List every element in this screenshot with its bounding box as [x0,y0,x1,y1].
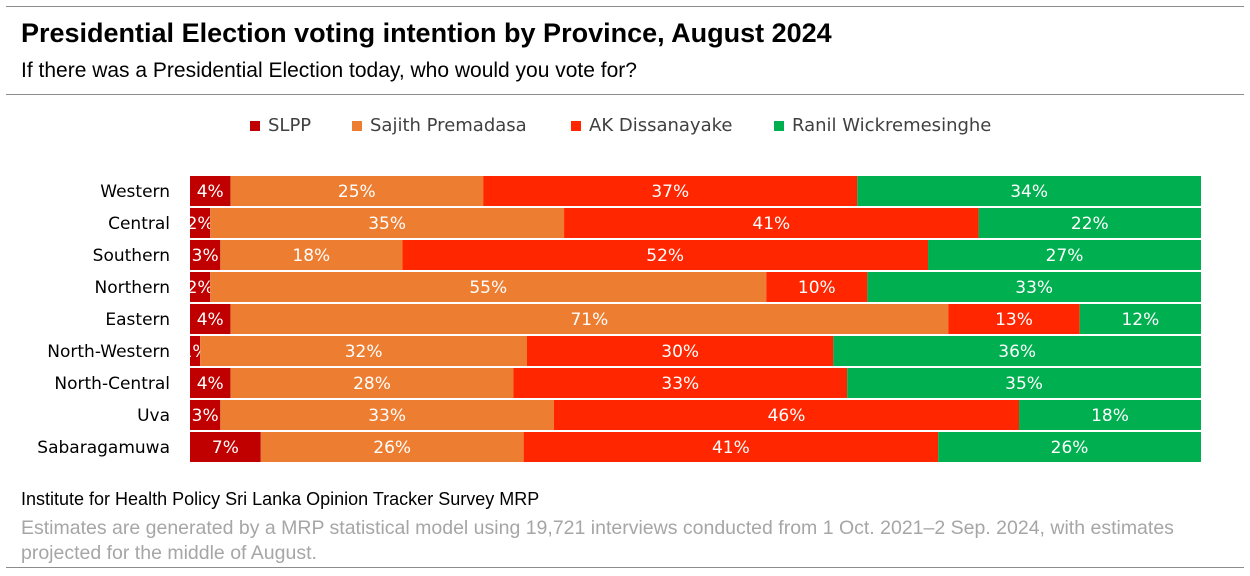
stacked-bar-chart: SLPP Sajith Premadasa AK Dissanayake Ranil … [37,115,1201,462]
data-label-north-central-ak-dissanayake: 33% [661,374,699,394]
bar-north-central-sajith-premadasa [230,368,514,398]
legend-label-ranil-wickremesinghe: Ranil Wickremesinghe [792,115,991,136]
header-rule [6,94,1244,95]
category-label-northern: Northern [95,278,170,298]
bar-north-western-slpp [190,336,201,366]
category-label-western: Western [100,182,170,202]
data-label-central-ak-dissanayake: 41% [752,214,790,234]
bar-western-ranil-wickremesinghe [857,176,1201,206]
bar-central-ranil-wickremesinghe [978,208,1201,238]
bar-western-sajith-premadasa [230,176,484,206]
data-label-north-western-sajith-premadasa: 32% [345,342,383,362]
bar-eastern-ak-dissanayake [948,304,1080,334]
data-label-sabaragamuwa-sajith-premadasa: 26% [373,438,411,458]
data-label-western-ranil-wickremesinghe: 34% [1010,182,1048,202]
bar-north-central-slpp [190,368,231,398]
bar-sabaragamuwa-slpp [190,432,261,462]
data-label-southern-sajith-premadasa: 18% [292,246,330,266]
bar-north-western-sajith-premadasa [200,336,527,366]
bar-north-western-ak-dissanayake [527,336,834,366]
category-label-eastern: Eastern [105,310,170,330]
legend-swatch-sajith-premadasa [352,121,362,131]
source-credit: Institute for Health Policy Sri Lanka Op… [21,489,540,509]
data-label-northern-slpp: 2% [187,278,214,298]
category-label-north-central: North-Central [54,374,170,394]
category-label-uva: Uva [137,406,170,426]
chart-subtitle: If there was a Presidential Election tod… [21,59,637,82]
data-label-central-ranil-wickremesinghe: 22% [1071,214,1109,234]
data-label-uva-ak-dissanayake: 46% [768,406,806,426]
bar-sabaragamuwa-sajith-premadasa [260,432,524,462]
data-label-northern-ranil-wickremesinghe: 33% [1015,278,1053,298]
data-label-sabaragamuwa-ranil-wickremesinghe: 26% [1051,438,1089,458]
bar-central-ak-dissanayake [564,208,979,238]
bar-north-central-ak-dissanayake [513,368,848,398]
data-label-eastern-slpp: 4% [197,310,224,330]
data-label-southern-slpp: 3% [192,246,219,266]
bar-sabaragamuwa-ak-dissanayake [523,432,939,462]
bar-southern-slpp [190,240,221,270]
data-label-north-western-ranil-wickremesinghe: 36% [998,342,1036,362]
data-label-north-central-ranil-wickremesinghe: 35% [1005,374,1043,394]
category-label-north-western: North-Western [47,342,170,362]
bar-northern-ranil-wickremesinghe [867,272,1201,302]
bar-north-western-ranil-wickremesinghe [833,336,1201,366]
data-label-uva-slpp: 3% [192,406,219,426]
data-label-northern-ak-dissanayake: 10% [798,278,836,298]
top-rule [6,6,1244,7]
legend-label-ak-dissanayake: AK Dissanayake [589,115,732,136]
category-label-sabaragamuwa: Sabaragamuwa [37,438,170,458]
bar-central-slpp [190,208,211,238]
bar-eastern-slpp [190,304,231,334]
data-label-central-sajith-premadasa: 35% [368,214,406,234]
bar-central-sajith-premadasa [210,208,565,238]
data-label-western-sajith-premadasa: 25% [338,182,376,202]
bar-western-ak-dissanayake [483,176,858,206]
bottom-rule [6,567,1244,568]
data-label-central-slpp: 2% [187,214,214,234]
bar-northern-slpp [190,272,211,302]
bar-eastern-sajith-premadasa [230,304,949,334]
category-label-central: Central [108,214,170,234]
data-label-north-western-ak-dissanayake: 30% [661,342,699,362]
bar-uva-sajith-premadasa [220,400,554,430]
bar-uva-slpp [190,400,221,430]
data-label-sabaragamuwa-ak-dissanayake: 41% [712,438,750,458]
bar-southern-ranil-wickremesinghe [928,240,1201,270]
data-label-north-central-sajith-premadasa: 28% [353,374,391,394]
bar-sabaragamuwa-ranil-wickremesinghe [938,432,1201,462]
bar-southern-sajith-premadasa [220,240,403,270]
legend-label-slpp: SLPP [268,115,311,136]
data-label-eastern-ranil-wickremesinghe: 12% [1121,310,1159,330]
bar-eastern-ranil-wickremesinghe [1079,304,1201,334]
data-label-western-ak-dissanayake: 37% [651,182,689,202]
legend-swatch-slpp [250,121,260,131]
category-label-southern: Southern [93,246,170,266]
data-label-western-slpp: 4% [197,182,224,202]
bar-southern-ak-dissanayake [402,240,929,270]
chart-legend: SLPP Sajith Premadasa AK Dissanayake Ranil … [250,115,991,136]
bar-western-slpp [190,176,231,206]
chart-bars: Western 4% 25% 37% 34% Central 2% 35% 41% 22% Sout… [37,176,1201,462]
data-label-eastern-ak-dissanayake: 13% [995,310,1033,330]
legend-swatch-ak-dissanayake [571,121,581,131]
legend-swatch-ranil-wickremesinghe [774,121,784,131]
chart-title: Presidential Election voting intention b… [21,18,832,48]
data-label-southern-ak-dissanayake: 52% [646,246,684,266]
bar-northern-ak-dissanayake [766,272,868,302]
data-label-eastern-sajith-premadasa: 71% [570,310,608,330]
bar-uva-ranil-wickremesinghe [1019,400,1201,430]
legend-label-sajith-premadasa: Sajith Premadasa [370,115,527,136]
bar-north-central-ranil-wickremesinghe [847,368,1201,398]
data-label-uva-ranil-wickremesinghe: 18% [1091,406,1129,426]
data-label-uva-sajith-premadasa: 33% [368,406,406,426]
data-label-sabaragamuwa-slpp: 7% [212,438,239,458]
methodology-note: Estimates are generated by a MRP statist… [21,517,1174,564]
bar-uva-ak-dissanayake [553,400,1020,430]
data-label-northern-sajith-premadasa: 55% [469,278,507,298]
bar-northern-sajith-premadasa [210,272,767,302]
data-label-southern-ranil-wickremesinghe: 27% [1046,246,1084,266]
data-label-north-central-slpp: 4% [197,374,224,394]
